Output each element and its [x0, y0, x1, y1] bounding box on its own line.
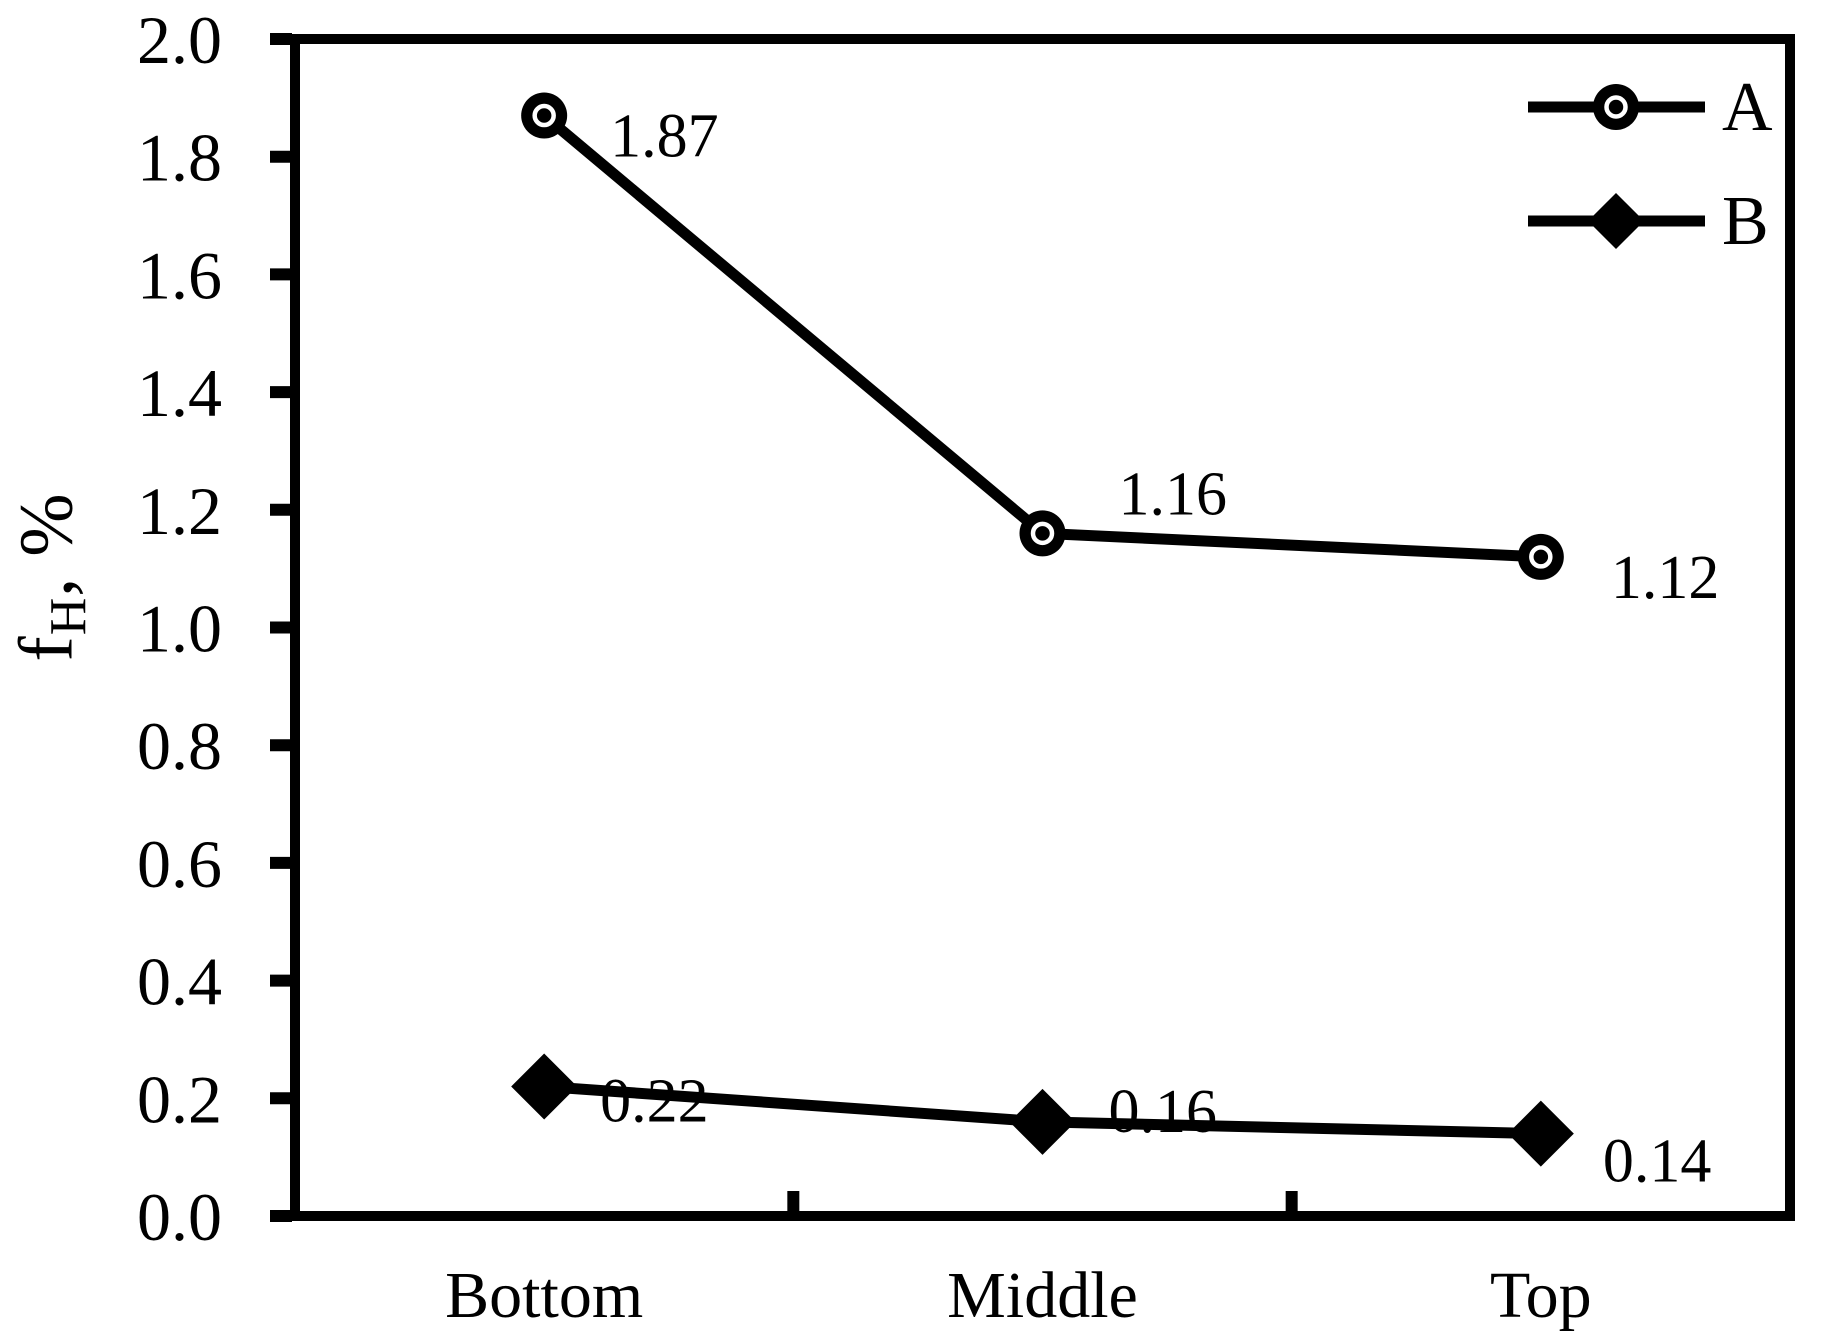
y-axis-tick-label: 0.4	[137, 944, 222, 1020]
circle-marker-shape	[521, 92, 568, 139]
y-axis-tick-label: 0.6	[137, 826, 222, 902]
y-axis-tick-label: 1.4	[137, 355, 222, 431]
y-axis-tick-label: 1.6	[137, 237, 222, 313]
y-axis-title-base: f	[4, 635, 89, 662]
legend: AB	[1528, 69, 1773, 260]
y-axis-title-subscript: H	[40, 596, 98, 636]
circle-marker-shape	[1593, 84, 1639, 130]
y-axis-tick-label: 0.8	[137, 708, 222, 784]
series-A-marker	[1517, 533, 1564, 580]
legend-diamond-icon	[1587, 192, 1645, 250]
x-category-label: Bottom	[445, 1259, 643, 1332]
data-label: 1.87	[610, 103, 719, 171]
data-label: 0.14	[1603, 1128, 1712, 1196]
circle-marker-inner-ring	[1529, 545, 1553, 569]
y-axis-tick-label: 1.8	[137, 120, 222, 196]
legend-item-A: A	[1528, 69, 1773, 146]
circle-marker-inner-ring	[1604, 95, 1628, 119]
plot-border	[290, 34, 1795, 1221]
data-label: 1.16	[1119, 460, 1228, 528]
y-axis-tick-label: 1.0	[137, 591, 222, 667]
circle-marker-shape	[1517, 533, 1564, 580]
circle-marker-shape	[1019, 510, 1066, 557]
diamond-marker-shape	[511, 1053, 578, 1120]
x-category-label: Middle	[947, 1259, 1138, 1332]
x-category-label: Top	[1490, 1259, 1592, 1332]
diamond-marker-shape	[1009, 1088, 1076, 1155]
y-axis-tick-label: 0.2	[137, 1061, 222, 1137]
data-label: 1.12	[1611, 544, 1720, 612]
y-axis-tick-label: 2.0	[137, 2, 222, 78]
circle-marker-inner-ring	[532, 103, 556, 128]
diamond-marker-shape	[1507, 1100, 1574, 1167]
legend-item-B: B	[1528, 183, 1769, 260]
series-A-marker	[521, 92, 568, 139]
data-label: 0.22	[600, 1068, 709, 1136]
series-A-line	[540, 111, 1542, 563]
series-B-marker	[1507, 1100, 1574, 1167]
series-B-marker	[511, 1053, 578, 1120]
diamond-marker-shape	[1587, 192, 1645, 250]
legend-circle-icon	[1593, 84, 1639, 130]
y-axis-title-rest: , %	[4, 492, 89, 597]
series-B-marker	[1009, 1088, 1076, 1155]
legend-label: B	[1722, 183, 1769, 260]
y-axis-tick-label: 1.2	[137, 473, 222, 549]
y-axis-tick-label: 0.0	[137, 1179, 222, 1255]
circle-marker-inner-ring	[1030, 521, 1055, 546]
y-axis-title: fH, %	[4, 492, 98, 662]
legend-label: A	[1722, 69, 1773, 146]
data-label: 0.16	[1109, 1078, 1218, 1146]
series-A-marker	[1019, 510, 1066, 557]
